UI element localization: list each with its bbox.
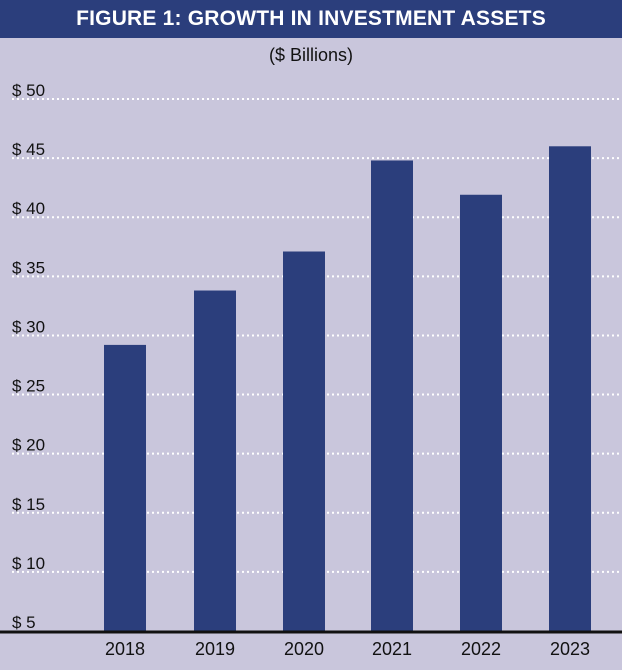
x-tick-label: 2019: [195, 639, 235, 659]
x-tick-label: 2021: [372, 639, 412, 659]
x-tick-label: 2018: [105, 639, 145, 659]
y-tick-label: $ 45: [12, 140, 45, 159]
bar-2023: [549, 146, 591, 632]
y-tick-label: $ 25: [12, 377, 45, 396]
chart-title: FIGURE 1: GROWTH IN INVESTMENT ASSETS: [0, 0, 622, 38]
y-tick-label: $ 50: [12, 81, 45, 100]
x-tick-label: 2020: [284, 639, 324, 659]
bar-2022: [460, 194, 502, 631]
y-tick-label: $ 20: [12, 436, 45, 455]
bar-2019: [194, 290, 236, 631]
y-tick-label: $ 30: [12, 317, 45, 336]
x-tick-label: 2022: [461, 639, 501, 659]
y-tick-label: $ 40: [12, 199, 45, 218]
y-tick-label: $ 35: [12, 258, 45, 277]
chart-subtitle: ($ Billions): [268, 45, 354, 65]
y-tick-label: $ 5: [12, 613, 36, 632]
bar-2020: [283, 251, 325, 632]
y-tick-label: $ 10: [12, 554, 45, 573]
bar-2018: [104, 344, 146, 631]
bar-2021: [371, 160, 413, 631]
x-tick-label: 2023: [550, 639, 590, 659]
y-tick-label: $ 15: [12, 495, 45, 514]
